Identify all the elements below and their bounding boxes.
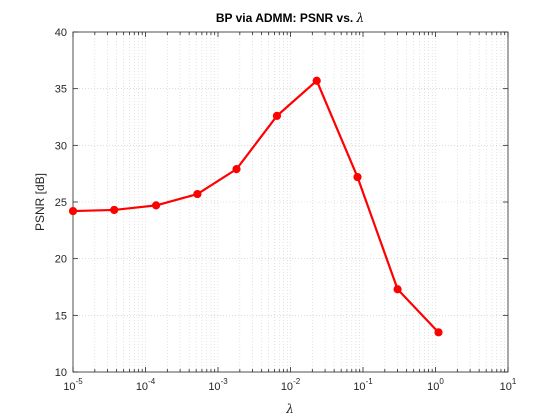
x-tick-label: 101 xyxy=(500,377,517,393)
data-point xyxy=(193,189,202,199)
axes xyxy=(72,31,509,373)
x-tick-label: 10-4 xyxy=(136,377,156,393)
chart-title-symbol: λ xyxy=(356,11,365,25)
x-tick-base: 10 xyxy=(63,381,75,393)
series-line xyxy=(72,79,440,334)
x-tick-label: 10-5 xyxy=(63,377,83,393)
chart-title-text: BP via ADMM: PSNR vs. xyxy=(216,11,357,25)
x-tick-label: 10-1 xyxy=(353,377,373,393)
data-point xyxy=(151,201,161,210)
x-tick-exponent: -5 xyxy=(76,377,84,386)
y-tick-label: 35 xyxy=(55,84,67,96)
data-point xyxy=(272,111,282,120)
x-tick-exponent: 1 xyxy=(512,377,517,386)
y-axis-label: PSNR [dB] xyxy=(33,173,47,231)
x-tick-exponent: -3 xyxy=(221,377,229,386)
y-tick-label: 30 xyxy=(55,140,67,152)
chart-title: BP via ADMM: PSNR vs. λ xyxy=(216,11,364,25)
y-tick-label: 40 xyxy=(55,27,67,39)
x-axis-label: λ xyxy=(285,402,294,416)
x-tick-labels: 10-5 10-4 10-3 10-2 10-1 100 101 xyxy=(63,377,517,393)
data-point xyxy=(312,76,321,85)
x-tick-base: 10 xyxy=(353,381,365,393)
x-tick-base: 10 xyxy=(427,381,439,393)
x-tick-label: 10-3 xyxy=(208,377,228,393)
y-tick-label: 20 xyxy=(55,254,67,266)
x-tick-exponent: -1 xyxy=(366,377,374,386)
x-tick-exponent: -4 xyxy=(148,377,156,386)
data-point xyxy=(393,285,402,294)
y-tick-label: 15 xyxy=(55,310,67,322)
x-tick-base: 10 xyxy=(136,381,148,393)
x-tick-base: 10 xyxy=(500,381,512,393)
y-tick-label: 25 xyxy=(55,197,67,209)
data-point xyxy=(232,165,241,174)
x-tick-label: 100 xyxy=(427,377,444,393)
data-point xyxy=(353,172,362,182)
y-tick-label: 10 xyxy=(55,367,67,379)
series xyxy=(68,76,443,337)
x-tick-base: 10 xyxy=(208,381,220,393)
y-tick-labels: 10 15 20 25 30 35 40 xyxy=(55,27,67,379)
x-tick-label: 10-2 xyxy=(281,377,301,393)
data-point xyxy=(434,328,443,337)
x-tick-exponent: -2 xyxy=(293,377,301,386)
data-point xyxy=(68,206,78,216)
data-point xyxy=(110,205,119,215)
x-tick-base: 10 xyxy=(281,381,293,393)
x-tick-exponent: 0 xyxy=(439,377,444,386)
